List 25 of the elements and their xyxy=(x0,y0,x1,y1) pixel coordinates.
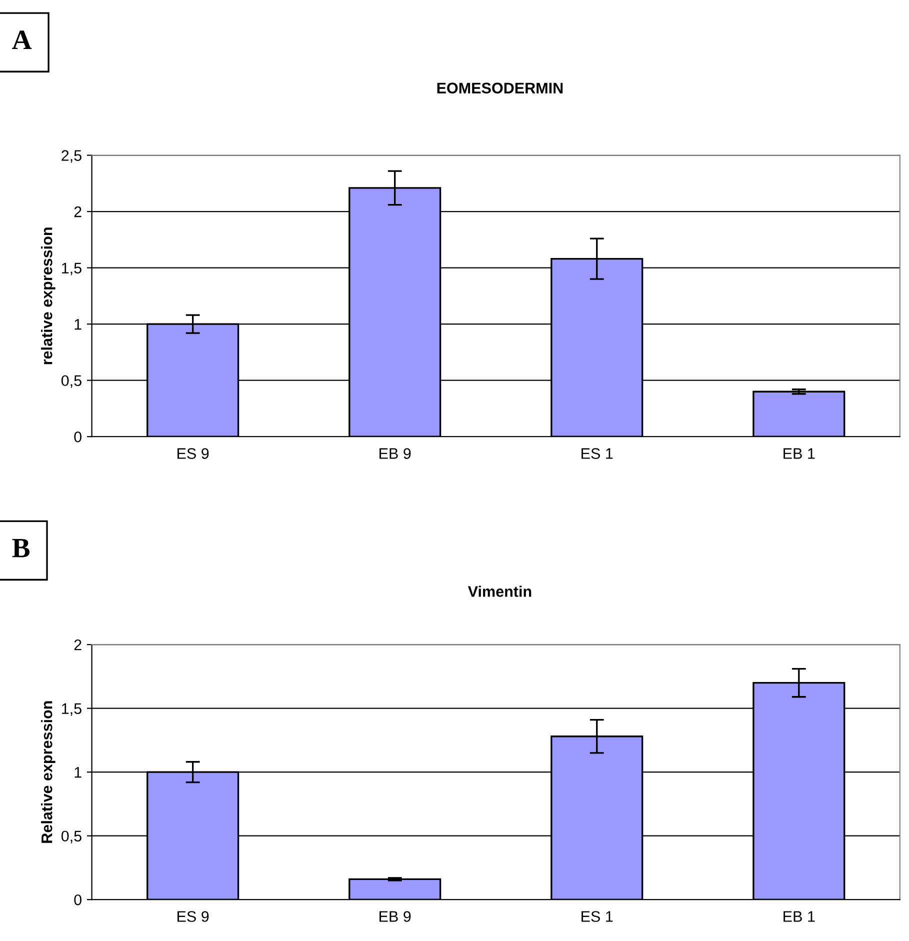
y-tick-label: 2 xyxy=(74,206,82,218)
x-tick-label: ES 9 xyxy=(178,911,209,922)
y-tick-label: 2,5 xyxy=(62,150,82,163)
x-tick-label: ES 1 xyxy=(582,448,613,459)
x-tick-label: EB 1 xyxy=(784,911,815,922)
y-tick-label: 1 xyxy=(74,767,82,778)
chart-title: EOMESODERMIN xyxy=(437,82,563,94)
x-tick-label: EB 9 xyxy=(380,911,411,922)
x-tick-label: ES 9 xyxy=(178,448,209,459)
y-tick-label: 0,5 xyxy=(61,375,82,388)
text: A xyxy=(12,30,32,50)
y-axis-title: Relative expression xyxy=(41,701,56,843)
text: B xyxy=(12,538,30,558)
y-tick-label: 1 xyxy=(74,319,82,330)
x-tick-label: EB 9 xyxy=(380,448,411,459)
chart-title: Vimentin xyxy=(468,586,532,597)
x-tick-label: ES 1 xyxy=(582,911,613,922)
y-tick-label: 0 xyxy=(74,431,82,442)
y-tick-label: 0 xyxy=(74,894,82,906)
x-tick-label: EB 1 xyxy=(784,448,815,459)
y-axis-title: relative expression xyxy=(41,228,56,364)
y-tick-label: 2 xyxy=(74,639,82,650)
y-tick-label: 1,5 xyxy=(62,262,82,276)
y-tick-label: 0,5 xyxy=(61,830,82,844)
y-tick-label: 1,5 xyxy=(62,703,82,716)
